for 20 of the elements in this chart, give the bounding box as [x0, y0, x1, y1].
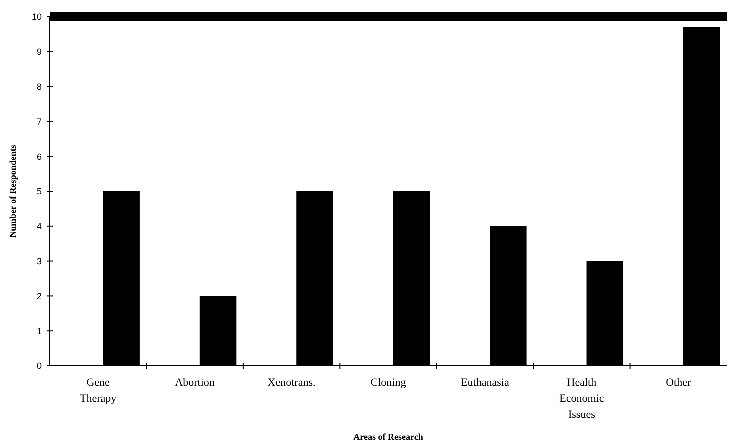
y-tick-label: 5: [36, 186, 42, 197]
y-axis-title: Number of Respondents: [8, 144, 18, 238]
y-tick-label: 8: [36, 82, 42, 92]
y-tick-label: 3: [36, 256, 42, 266]
y-tick-label: 10: [32, 12, 42, 22]
x-tick-label: Euthanasia: [461, 377, 510, 389]
y-tick-label: 4: [36, 222, 42, 232]
y-tick-label: 1: [36, 326, 42, 336]
x-axis-title: Areas of Research: [354, 432, 424, 442]
y-tick-label: 7: [36, 116, 42, 127]
x-tick-label: Xenotrans.: [268, 377, 316, 389]
x-tick-label: Cloning: [370, 377, 407, 389]
x-tick-label: Abortion: [175, 377, 216, 389]
x-tick-label: Gene Therapy: [80, 377, 118, 405]
y-tick-label: 6: [36, 152, 42, 162]
y-tick-label: 2: [36, 291, 42, 302]
y-tick-label: 9: [36, 47, 42, 58]
x-tick-label: Health Economic Issues: [560, 377, 604, 421]
x-tick-label: Other: [666, 377, 692, 389]
y-tick-label: 0: [36, 361, 42, 372]
